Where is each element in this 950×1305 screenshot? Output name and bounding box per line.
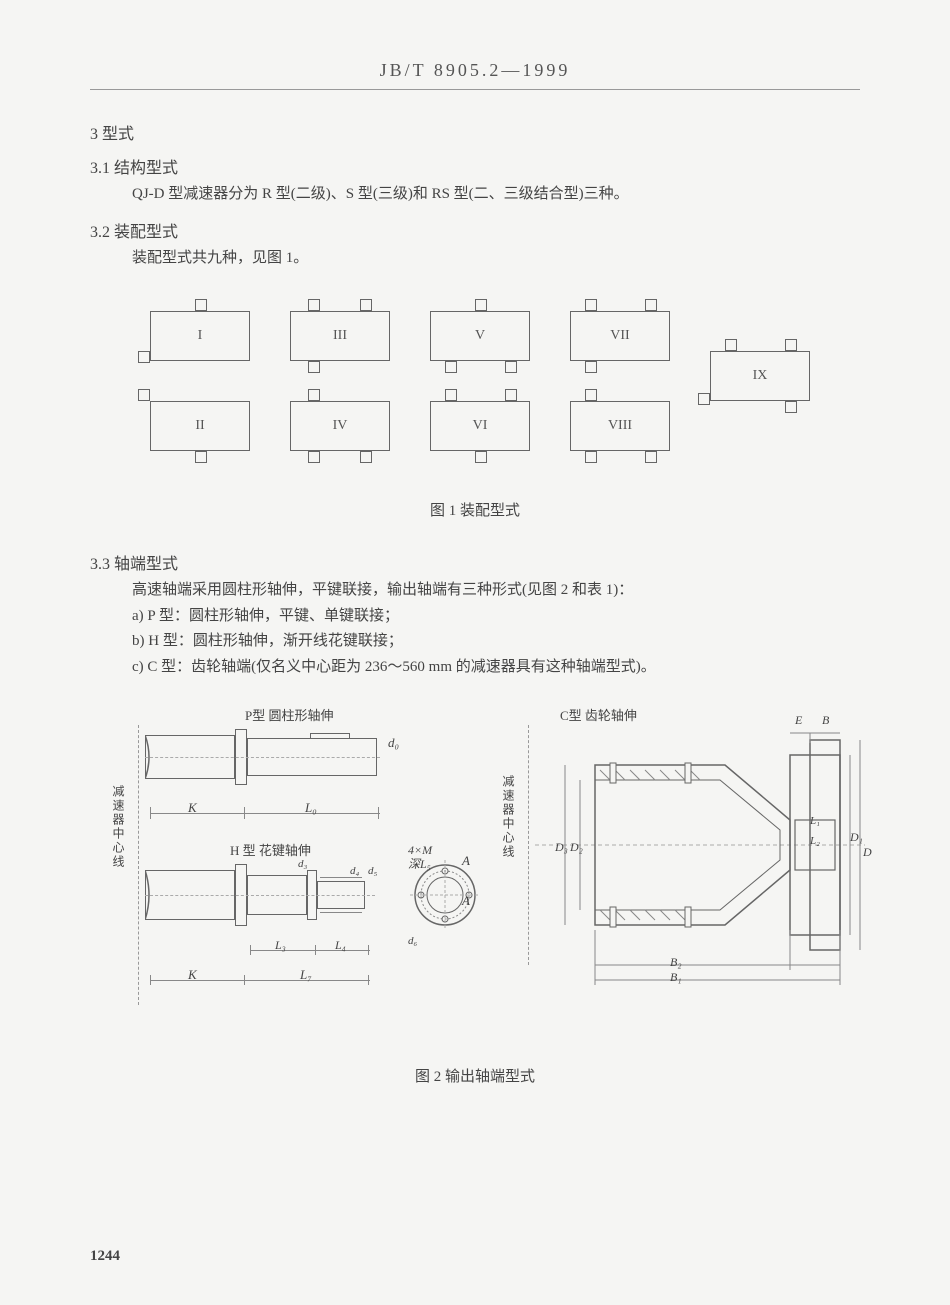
fig1-label-4: IV [333,418,348,434]
fig1-label-1: I [198,328,203,344]
page-number: 1244 [90,1248,120,1265]
dim-B1: B₁ [670,970,682,985]
dim-A1: A [462,853,470,869]
dim-L2: L₂ [810,835,820,847]
dim-A2: A [462,893,470,909]
list-item-a: a) P 型：圆柱形轴伸，平键、单键联接； [132,604,860,630]
dim-K2: K [188,967,197,983]
c-type-title: C型 齿轮轴伸 [560,705,637,724]
dim-L7: L₇ [300,967,312,983]
dim-E: E [795,713,802,728]
c-type-drawing [535,725,865,985]
dim-D1: D₁ [850,830,863,845]
dim-d3: d₃ [298,858,307,870]
fig1-label-2: II [195,418,204,434]
dim-L0: L₀ [305,800,317,816]
section-3-2-text: 装配型式共九种，见图 1。 [132,246,860,272]
figure-2: 减速器中心线 P型 圆柱形轴伸 d₀ K L₀ H 型 花键轴伸 4×M 深L₅… [110,705,870,1025]
section-3: 3 型式 [90,120,860,144]
dim-d5: d₅ [368,865,377,877]
list-item-c: c) C 型：齿轮轴端(仅名义中心距为 236～560 mm 的减速器具有这种轴… [132,655,860,681]
dim-K: K [188,800,197,816]
fig1-label-8: VIII [608,418,632,434]
section-3-1: 3.1 结构型式 [90,154,860,178]
section-3-1-text: QJ-D 型减速器分为 R 型(二级)、S 型(三级)和 RS 型(二、三级结合… [132,182,860,208]
fig1-label-9: IX [753,368,768,384]
list-item-b: b) H 型：圆柱形轴伸，渐开线花键联接； [132,629,860,655]
p-type-title: P型 圆柱形轴伸 [245,705,333,724]
dim-L1: L₁ [810,815,820,827]
fig1-label-3: III [333,328,347,344]
page-header: JB/T 8905.2—1999 [90,60,860,90]
h-type-title: H 型 花键轴伸 [230,840,311,859]
dim-d6: d₆ [408,935,417,947]
fig1-label-6: VI [473,418,488,434]
dim-B2: B₂ [670,955,682,970]
axis-label-left: 减速器中心线 [110,785,127,869]
dim-d0: d₀ [388,735,399,751]
dim-L4: L₄ [335,938,346,953]
dim-D3: D₃ [555,840,568,855]
dim-L3: L₃ [275,938,286,953]
dim-d4: d₄ [350,865,359,877]
figure-1-caption: 图 1 装配型式 [90,499,860,520]
section-3-3-text: 高速轴端采用圆柱形轴伸，平键联接，输出轴端有三种形式(见图 2 和表 1)： [132,578,860,604]
section-3-2: 3.2 装配型式 [90,218,860,242]
dim-D2: D₂ [570,840,583,855]
dim-D: D [863,845,872,860]
dim-L5: 深L₅ [408,855,431,872]
fig1-label-7: VII [610,328,629,344]
figure-1: I III V VII IX II IV VI VIII [120,291,820,481]
dim-B: B [822,713,829,728]
fig1-label-5: V [475,328,485,344]
section-3-3: 3.3 轴端型式 [90,550,860,574]
figure-2-caption: 图 2 输出轴端型式 [90,1065,860,1086]
axis-label-right: 减速器中心线 [500,775,517,859]
